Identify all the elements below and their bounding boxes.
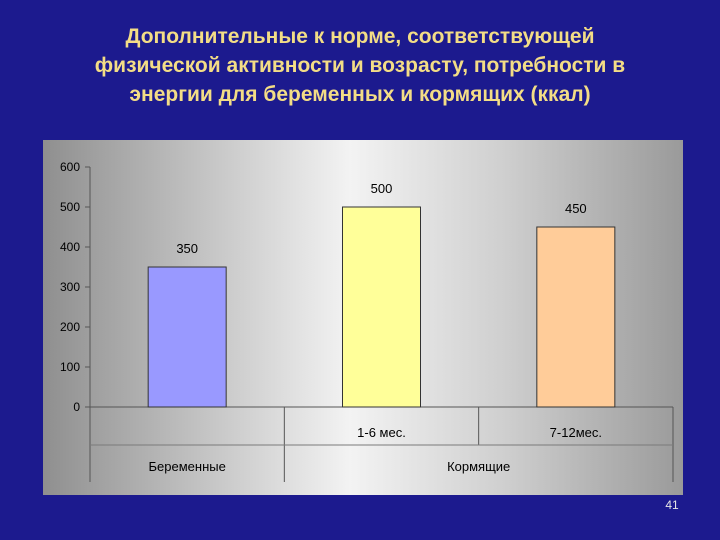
slide-title: Дополнительные к норме, соответствующей …: [20, 22, 700, 109]
y-tick-label: 400: [60, 240, 80, 254]
bar: [147, 266, 227, 408]
x-group-label: Беременные: [149, 459, 226, 474]
chart-panel: 0 100 200 300 400 500 600 350 500 1-6 мес. 450 7-12…: [43, 140, 683, 495]
title-line-3: энергии для беременных и кормящих (ккал): [129, 83, 591, 106]
x-group-label: Кормящие: [447, 459, 510, 474]
bar-chart: 0 100 200 300 400 500 600 350 500 1-6 мес. 450 7-12…: [60, 160, 674, 482]
y-tick-label: 200: [60, 320, 80, 334]
y-tick-label: 0: [73, 400, 80, 414]
y-tick-label: 300: [60, 280, 80, 294]
title-line-2: физической активности и возрасту, потреб…: [94, 54, 626, 77]
bar-data-label: 450: [565, 201, 587, 216]
x-category-label: 1-6 мес.: [357, 425, 406, 440]
bar-data-label: 500: [371, 181, 393, 196]
page-number: 41: [665, 498, 679, 512]
y-tick-label: 600: [60, 160, 80, 174]
bar: [342, 206, 421, 408]
y-tick-label: 100: [60, 360, 80, 374]
title-line-1: Дополнительные к норме, соответствующей: [125, 25, 595, 48]
bar: [536, 226, 616, 408]
y-tick-label: 500: [60, 200, 80, 214]
x-category-label: 7-12мес.: [550, 425, 602, 440]
bar-data-label: 350: [176, 241, 198, 256]
